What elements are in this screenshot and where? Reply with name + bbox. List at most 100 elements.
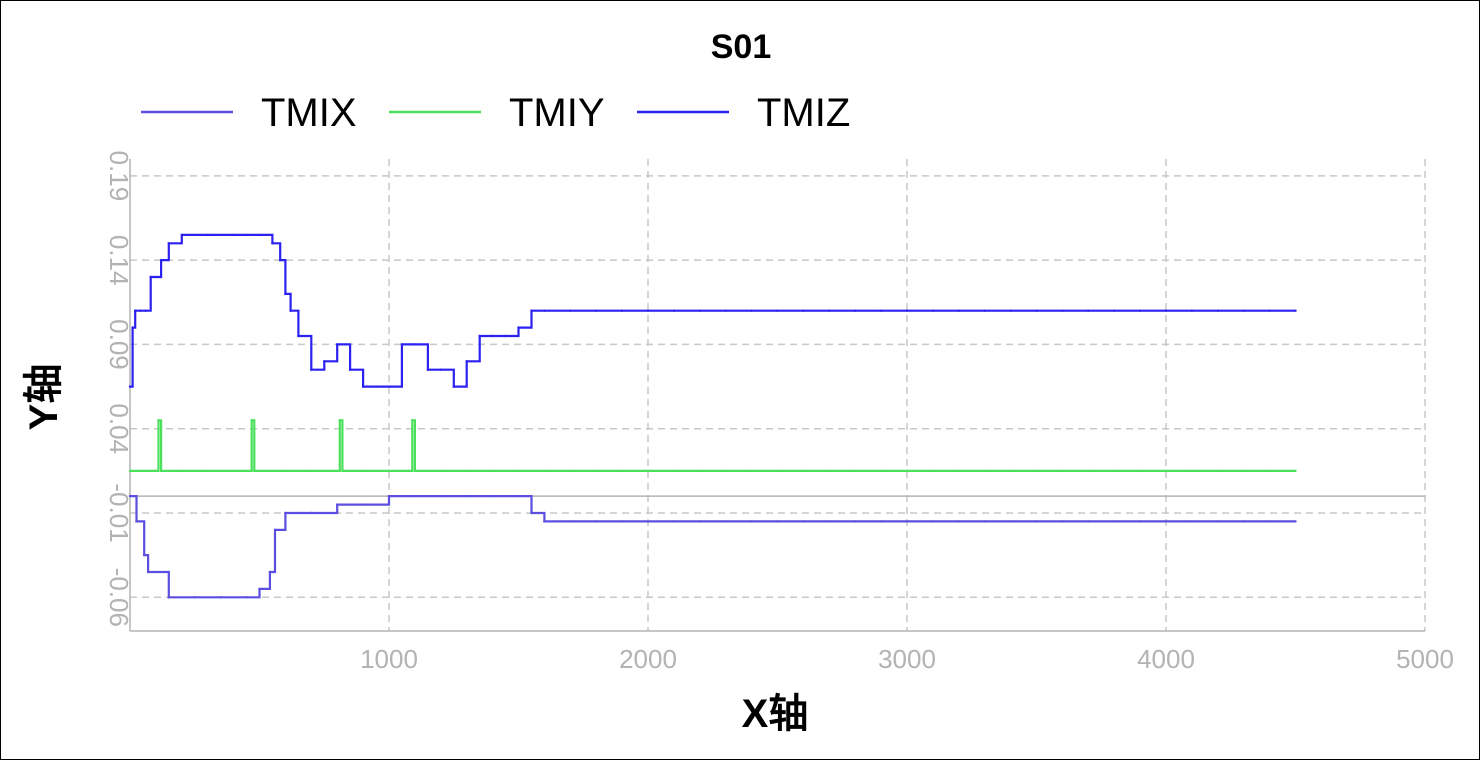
data-point-tmiy xyxy=(595,469,598,473)
data-point-tmix xyxy=(1294,520,1297,523)
data-point-tmix xyxy=(879,520,883,523)
y-tick-label: 0.19 xyxy=(104,151,134,202)
y-tick-label: 0.09 xyxy=(104,319,134,370)
data-point-tmix xyxy=(1138,520,1142,523)
x-tick-label: 2000 xyxy=(619,644,677,674)
data-point-tmiz xyxy=(750,309,753,312)
data-point-tmiz xyxy=(1216,309,1220,312)
data-point-tmiz xyxy=(154,275,158,279)
data-point-tmiz xyxy=(931,309,935,312)
data-point-tmix xyxy=(957,520,960,523)
data-point-tmix xyxy=(530,511,533,515)
data-point-tmix xyxy=(1009,520,1012,523)
data-point-tmiy xyxy=(879,469,883,473)
data-point-tmiz xyxy=(167,242,170,245)
data-point-tmiz xyxy=(1009,309,1012,312)
data-point-tmiz xyxy=(517,326,520,329)
data-point-tmiy xyxy=(1216,469,1220,473)
data-point-tmix xyxy=(491,494,494,498)
data-point-tmiy xyxy=(569,469,572,473)
chart-title: S01 xyxy=(711,28,772,66)
series-line-tmiz xyxy=(130,233,1296,388)
data-point-tmiz xyxy=(131,326,134,329)
data-point-tmix xyxy=(128,494,132,498)
data-point-tmiy xyxy=(776,469,779,473)
data-point-tmiy xyxy=(310,469,313,473)
data-point-tmiy xyxy=(931,469,935,473)
data-point-tmix xyxy=(1268,520,1271,523)
data-point-tmiz xyxy=(1190,309,1194,312)
data-point-tmiz xyxy=(465,360,468,363)
data-point-tmiz xyxy=(180,233,183,237)
data-point-tmiy xyxy=(1138,469,1142,473)
data-point-tmiz xyxy=(439,368,442,371)
data-point-tmiy xyxy=(387,469,391,473)
y-tick-label: 0.14 xyxy=(104,235,134,286)
data-point-tmiz xyxy=(828,309,831,312)
legend-item-tmiy[interactable]: TMIY xyxy=(389,91,605,135)
data-point-tmiz xyxy=(620,309,624,312)
data-point-tmix xyxy=(387,494,391,498)
data-point-tmiz xyxy=(245,233,248,237)
data-point-tmiz xyxy=(983,309,986,312)
data-point-tmiz xyxy=(336,343,339,346)
data-point-tmiz xyxy=(139,309,142,312)
data-point-tmix xyxy=(1087,520,1090,523)
legend-label-tmiz: TMIZ xyxy=(757,91,850,135)
data-point-tmiz xyxy=(232,233,235,237)
data-point-tmix xyxy=(646,520,650,523)
data-point-tmix xyxy=(146,570,150,574)
data-point-tmiz xyxy=(1294,309,1297,312)
data-point-tmiz xyxy=(530,309,533,312)
data-point-tmix xyxy=(336,503,339,506)
data-point-tmiy xyxy=(1294,469,1297,473)
data-point-tmiz xyxy=(698,309,701,312)
data-point-tmiz xyxy=(271,242,274,245)
data-point-tmiy xyxy=(724,469,727,473)
data-point-tmiy xyxy=(1087,469,1090,473)
data-point-tmiz xyxy=(1164,309,1168,312)
legend-item-tmix[interactable]: TMIX xyxy=(141,91,357,135)
data-point-tmix xyxy=(672,520,676,523)
data-point-tmiy xyxy=(338,419,341,422)
data-point-tmiz xyxy=(297,334,300,338)
data-point-tmiz xyxy=(1035,309,1038,312)
data-point-tmiz xyxy=(361,385,365,388)
data-point-tmiz xyxy=(159,258,163,262)
data-point-tmix xyxy=(724,520,727,523)
data-point-tmix xyxy=(1061,520,1064,523)
data-point-tmiz xyxy=(879,309,883,312)
data-point-tmiz xyxy=(646,309,650,312)
x-tick-label: 5000 xyxy=(1396,644,1454,674)
data-point-tmiy xyxy=(620,469,624,473)
data-point-tmiz xyxy=(569,309,572,312)
legend-item-tmiz[interactable]: TMIZ xyxy=(637,91,850,135)
data-point-tmix xyxy=(361,503,365,506)
data-point-tmiz xyxy=(426,368,430,371)
data-point-tmix xyxy=(543,520,546,523)
data-point-tmiy xyxy=(341,469,344,473)
data-point-tmiy xyxy=(1061,469,1064,473)
data-point-tmix xyxy=(595,520,598,523)
data-point-tmiz xyxy=(206,233,209,237)
data-point-tmiy xyxy=(983,469,986,473)
y-tick-label: 0.04 xyxy=(104,403,134,454)
data-point-tmiy xyxy=(905,469,909,473)
data-point-tmiz xyxy=(1061,309,1064,312)
data-point-tmiz xyxy=(310,368,313,371)
data-point-tmiy xyxy=(1009,469,1012,473)
data-point-tmiy xyxy=(206,469,209,473)
data-point-tmix xyxy=(750,520,753,523)
data-point-tmiy xyxy=(284,469,287,473)
series-line-tmix xyxy=(130,495,1296,599)
data-point-tmiz xyxy=(854,309,857,312)
legend-label-tmix: TMIX xyxy=(261,91,357,135)
y-tick-label: -0.06 xyxy=(104,568,134,627)
data-point-tmiz xyxy=(258,233,261,237)
data-point-tmix xyxy=(310,511,313,515)
data-point-tmiy xyxy=(1164,469,1168,473)
data-point-tmiz xyxy=(672,309,676,312)
data-point-tmix xyxy=(905,520,909,523)
data-point-tmix xyxy=(1164,520,1168,523)
data-point-tmix xyxy=(219,596,222,599)
